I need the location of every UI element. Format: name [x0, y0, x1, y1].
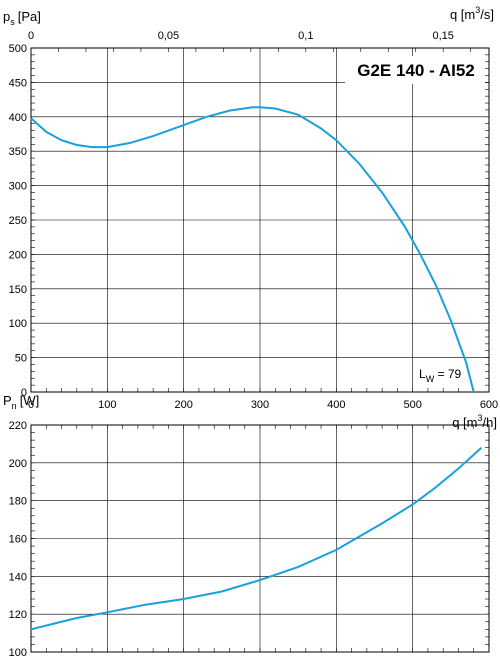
pressure-axis-label: ps [Pa] — [3, 9, 41, 27]
flow-m3h-tick-label: 200 — [174, 399, 192, 411]
power-minor-ticks — [30, 424, 490, 653]
flow-m3s-tick-label: 0,1 — [298, 30, 313, 42]
pressure-y-tick-label: 500 — [9, 43, 27, 55]
pressure-chart: 0 50 100 150 200 250 300 350 400 450 500 0 100 200 30… — [3, 5, 498, 430]
flow-m3s-tick-label: 0 — [28, 30, 34, 42]
pressure-y-tick-label: 50 — [15, 353, 27, 365]
sound-power-background — [415, 362, 465, 384]
power-y-tick-label: 140 — [9, 571, 27, 583]
flow-m3s-axis-label: q [m3/s] — [450, 5, 494, 22]
pressure-y-tick-label: 100 — [9, 318, 27, 330]
sound-power-annotation: LW = 79 — [419, 367, 462, 384]
flow-m3h-tick-labels: 0 100 200 300 400 500 600 — [28, 399, 498, 411]
flow-m3h-tick-label: 300 — [251, 399, 269, 411]
power-y-tick-label: 200 — [9, 458, 27, 470]
pressure-y-tick-label: 450 — [9, 77, 27, 89]
flow-m3h-tick-label: 500 — [403, 399, 421, 411]
flow-m3h-tick-label: 400 — [327, 399, 345, 411]
power-curve — [30, 446, 483, 631]
chart-title-background — [345, 56, 485, 84]
flow-m3s-tick-label: 0,15 — [432, 30, 453, 42]
pressure-y-tick-labels: 0 50 100 150 200 250 300 350 400 450 500 — [9, 43, 27, 399]
pressure-y-tick-label: 0 — [21, 387, 27, 399]
pressure-y-tick-label: 300 — [9, 181, 27, 193]
pressure-grid — [30, 47, 490, 393]
pressure-series — [30, 106, 475, 393]
pressure-y-tick-label: 250 — [9, 215, 27, 227]
power-y-tick-label: 180 — [9, 496, 27, 508]
power-chart: 100 120 140 160 180 200 220 Pn [W] — [3, 393, 490, 658]
power-y-tick-label: 120 — [9, 609, 27, 621]
power-grid — [30, 424, 490, 653]
pressure-y-tick-label: 400 — [9, 112, 27, 124]
power-y-tick-label: 160 — [9, 534, 27, 546]
power-y-tick-label: 100 — [9, 647, 27, 658]
pressure-minor-ticks — [30, 47, 490, 393]
pressure-y-tick-label: 150 — [9, 284, 27, 296]
power-axis-label: Pn [W] — [3, 393, 39, 411]
pressure-y-tick-label: 350 — [9, 146, 27, 158]
pressure-y-tick-label: 200 — [9, 249, 27, 261]
flow-m3s-tick-label: 0,05 — [158, 30, 179, 42]
pressure-curve — [30, 106, 475, 393]
flow-m3h-tick-label: 0 — [28, 399, 34, 411]
power-y-tick-labels: 100 120 140 160 180 200 220 — [9, 420, 27, 658]
flow-m3s-tick-labels: 0 0,05 0,1 0,15 — [28, 30, 454, 42]
power-series — [30, 446, 483, 631]
flow-m3h-axis-label: q [m3/h] — [452, 413, 497, 430]
flow-m3h-tick-label: 600 — [480, 399, 498, 411]
flow-m3h-tick-label: 100 — [98, 399, 116, 411]
chart-title: G2E 140 - AI52 — [357, 61, 475, 80]
power-y-tick-label: 220 — [9, 420, 27, 432]
